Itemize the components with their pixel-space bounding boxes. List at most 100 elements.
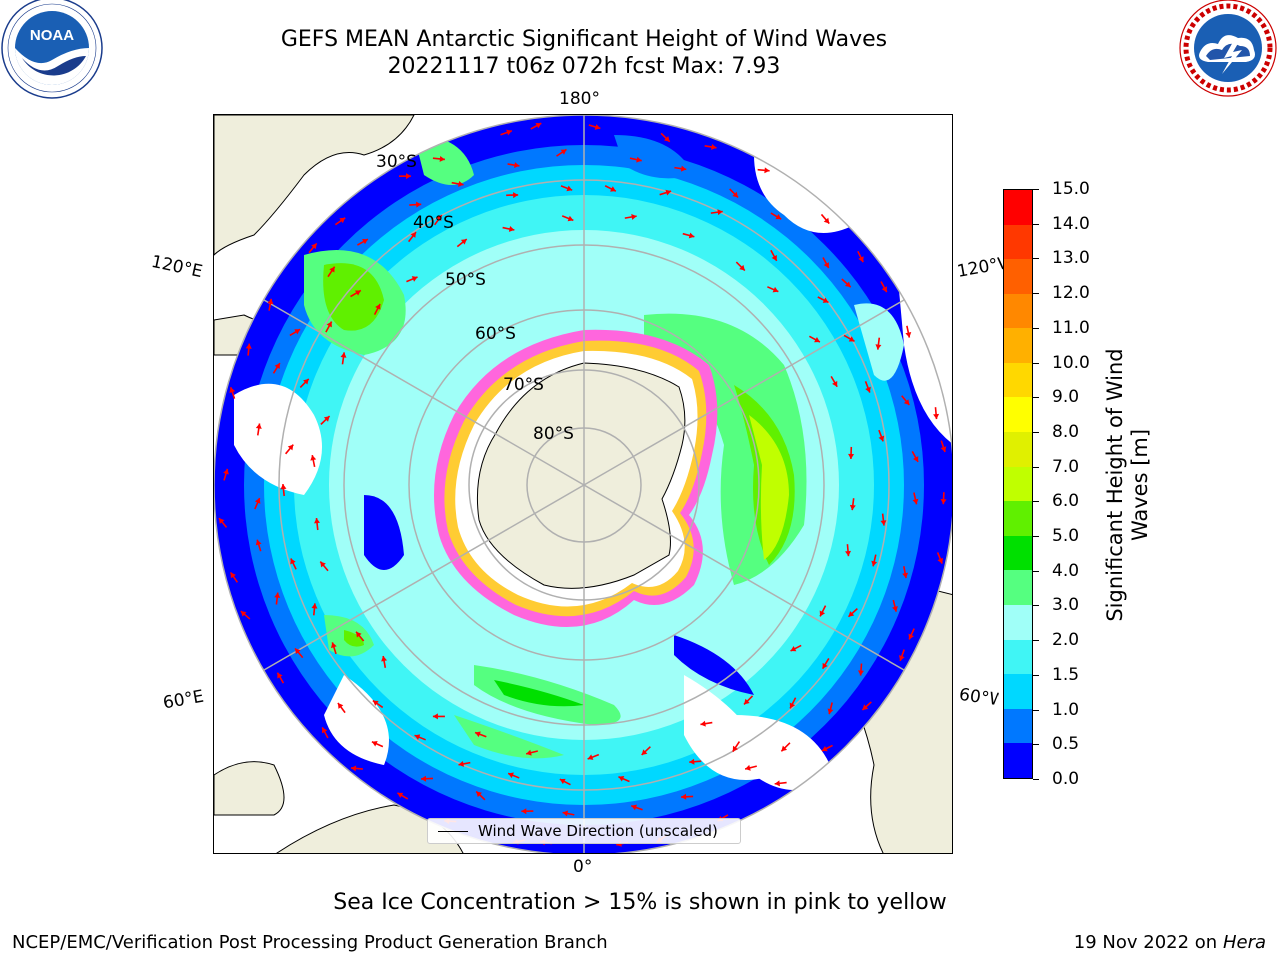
colorbar-segment [1004, 674, 1032, 709]
wave-direction-arrowhead [711, 144, 717, 150]
wave-direction-arrowhead [689, 758, 695, 765]
colorbar-tick [1033, 223, 1039, 225]
wave-direction-arrowhead [681, 793, 687, 800]
wave-direction-arrowhead [314, 518, 321, 524]
wave-direction-arrowhead [775, 214, 782, 220]
wave-direction-arrowhead [340, 352, 347, 358]
wave-direction-arrowhead [229, 387, 236, 393]
wave-direction-arrowhead [311, 243, 317, 250]
colorbar-tick-label: 4.0 [1052, 560, 1080, 581]
wave-direction-arrowhead [845, 550, 852, 557]
wave-direction-arrowhead [458, 760, 464, 767]
wave-direction-arrowhead [436, 215, 442, 221]
wave-direction-arrowhead [940, 499, 947, 505]
wave-direction-arrowhead [559, 778, 566, 785]
footer-credit: NCEP/EMC/Verification Post Processing Pr… [12, 932, 608, 953]
wave-direction-arrowhead [354, 290, 361, 296]
wave-direction-arrowhead [223, 468, 229, 475]
chart-title: GEFS MEAN Antarctic Significant Height o… [280, 27, 888, 52]
wave-direction-arrowhead [321, 727, 328, 734]
wave-direction-arrowhead [664, 136, 670, 142]
colorbar-tick-label: 2.0 [1052, 630, 1080, 651]
colorbar-tick-label: 10.0 [1052, 352, 1090, 373]
colorbar-title: Significant Height of Wind Waves [m] [1103, 348, 1152, 622]
wave-direction-arrowhead [899, 655, 905, 661]
wave-direction-arrowhead [610, 186, 616, 192]
wave-direction-arrowhead [774, 780, 780, 787]
wave-direction-arrowhead [566, 185, 573, 192]
wave-direction-arrowhead [871, 560, 878, 567]
wave-direction-arrowhead [475, 731, 481, 738]
wave-direction-arrowhead [631, 213, 637, 220]
wave-direction-arrowhead [381, 656, 388, 662]
wave-direction-arrowhead [905, 332, 912, 338]
wave-direction-arrowhead [790, 645, 797, 652]
wave-direction-arrowhead [560, 149, 567, 155]
wave-direction-arrowhead [680, 165, 687, 172]
colorbar-tick-label: 5.0 [1052, 526, 1080, 547]
legend-line-sample [438, 831, 468, 832]
wave-direction-arrowhead [280, 484, 287, 490]
colorbar-segment [1004, 743, 1032, 778]
wave-direction-arrowhead [476, 791, 482, 798]
wave-direction-arrowhead [294, 329, 301, 335]
colorbar-tick-label: 3.0 [1052, 595, 1080, 616]
wave-direction-arrowhead [814, 336, 820, 343]
wave-direction-arrowhead [513, 192, 519, 199]
wave-direction-arrowhead [865, 386, 871, 393]
wave-direction-arrowhead [937, 557, 944, 564]
lat-label-80s: 80°S [533, 424, 574, 444]
wave-direction-arrowhead [717, 209, 723, 216]
wave-direction-arrowhead [331, 642, 337, 649]
colorbar-segment [1004, 708, 1032, 744]
wave-direction-arrowhead [277, 672, 283, 679]
lat-label-50s: 50°S [445, 270, 486, 290]
wave-direction-arrowhead [254, 498, 261, 504]
wave-direction-arrowhead [460, 239, 467, 245]
wave-direction-arrowhead [858, 256, 864, 263]
wave-direction-arrowhead [526, 749, 532, 756]
colorbar-tick [1033, 327, 1039, 329]
wave-direction-arrowhead [414, 734, 421, 740]
colorbar-tick [1033, 431, 1039, 433]
colorbar-segment [1004, 501, 1032, 536]
wave-direction-arrowhead [848, 453, 855, 459]
wave-direction-arrowhead [587, 754, 594, 760]
colorbar-segment [1004, 535, 1032, 571]
colorbar-segment [1004, 605, 1032, 640]
colorbar-tick [1033, 570, 1039, 572]
wave-direction-arrowhead [631, 804, 637, 811]
wave-direction-arrowhead [903, 399, 910, 406]
colorbar-segment [1004, 397, 1032, 433]
wave-direction-arrowhead [287, 444, 294, 451]
colorbar-tick-label: 7.0 [1052, 456, 1080, 477]
lat-label-60s: 60°S [475, 324, 516, 344]
lon-label-0: 0° [573, 857, 593, 877]
wave-direction-arrowhead [880, 520, 887, 526]
colorbar-segment [1004, 224, 1032, 260]
legend-label: Wind Wave Direction (unscaled) [478, 822, 718, 840]
wave-direction-arrowhead [772, 286, 779, 293]
wave-direction-arrowhead [739, 264, 745, 271]
wave-direction-arrowhead [329, 266, 335, 273]
wave-direction-arrowhead [274, 592, 281, 598]
wave-direction-arrowhead [356, 631, 362, 638]
wave-direction-arrowhead [506, 129, 512, 136]
colorbar-tick-label: 0.0 [1052, 769, 1080, 789]
lat-label-30s: 30°S [376, 152, 417, 172]
wave-direction-arrowhead [881, 286, 887, 293]
colorbar-tick-label: 11.0 [1052, 317, 1090, 338]
wave-direction-arrowhead [862, 704, 869, 710]
colorbar-segment [1004, 259, 1032, 294]
wave-direction-arrowhead [641, 749, 648, 755]
wave-direction-arrowhead [255, 423, 262, 429]
footer-date: 19 Nov 2022 on Hera [1073, 932, 1266, 953]
wave-direction-arrowhead [902, 572, 909, 579]
wave-direction-arrowhead [439, 155, 445, 162]
wave-direction-arrowhead [362, 239, 368, 245]
wave-direction-arrowhead [688, 232, 695, 239]
wave-direction-arrowhead [337, 703, 344, 709]
colorbar-tick [1033, 674, 1039, 676]
colorbar-tick [1033, 189, 1039, 190]
colorbar-tick [1033, 397, 1039, 399]
